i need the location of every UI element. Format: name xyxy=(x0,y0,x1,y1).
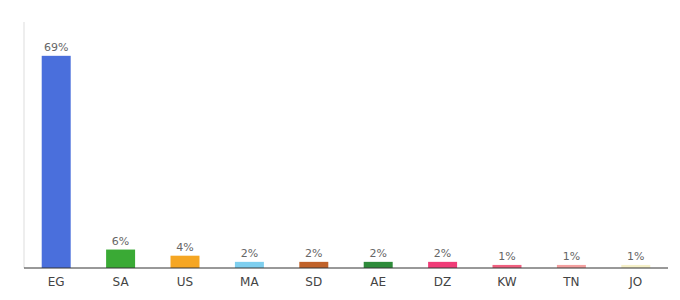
x-tick-label: JO xyxy=(628,275,642,289)
y-axis-line xyxy=(24,22,25,268)
x-tick-label: DZ xyxy=(434,275,451,289)
x-tick-label: TN xyxy=(562,275,579,289)
x-tick-label: AE xyxy=(370,275,386,289)
bar xyxy=(42,56,71,268)
data-label: 1% xyxy=(498,250,515,263)
data-label: 2% xyxy=(241,247,258,260)
x-axis-line xyxy=(24,268,668,269)
data-label: 1% xyxy=(563,250,580,263)
x-ticks: EG SA US MA SD AE DZ KW TN JO xyxy=(48,275,643,289)
data-label: 2% xyxy=(434,247,451,260)
data-label: 2% xyxy=(369,247,386,260)
chart-container: 69% 6% 4% 2% 2% 2% 2% 1% 1% 1% EG SA US MA SD AE DZ KW TN J… xyxy=(0,0,680,300)
bar xyxy=(235,262,264,268)
bars xyxy=(42,56,651,268)
bar xyxy=(299,262,328,268)
bar xyxy=(171,256,200,268)
x-tick-label: SD xyxy=(305,275,322,289)
data-label: 1% xyxy=(627,250,644,263)
bar xyxy=(364,262,393,268)
x-tick-label: KW xyxy=(497,275,516,289)
chart-svg: 69% 6% 4% 2% 2% 2% 2% 1% 1% 1% EG SA US MA SD AE DZ KW TN J… xyxy=(0,0,680,300)
data-label: 6% xyxy=(112,235,129,248)
bar xyxy=(428,262,457,268)
bar xyxy=(106,250,135,268)
x-tick-label: EG xyxy=(48,275,65,289)
data-label: 4% xyxy=(176,241,193,254)
data-labels: 69% 6% 4% 2% 2% 2% 2% 1% 1% 1% xyxy=(44,41,645,263)
x-tick-label: MA xyxy=(240,275,259,289)
data-label: 69% xyxy=(44,41,68,54)
x-tick-label: US xyxy=(177,275,193,289)
x-tick-label: SA xyxy=(113,275,130,289)
data-label: 2% xyxy=(305,247,322,260)
